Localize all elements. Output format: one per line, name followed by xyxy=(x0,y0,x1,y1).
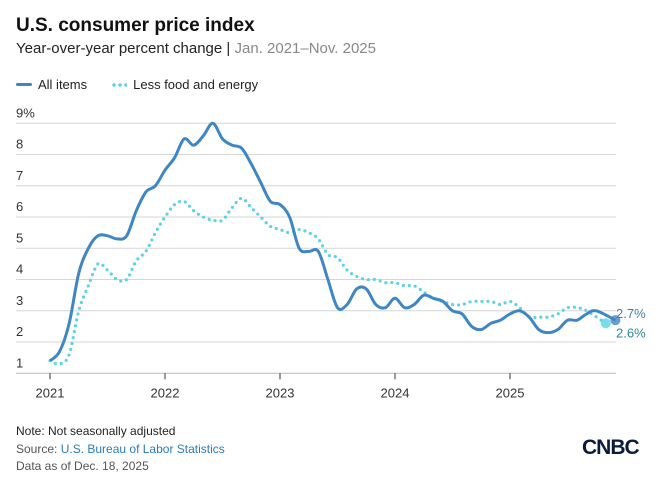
plot-area: 9% 8 7 6 5 4 3 2 1 2021 2022 2023 2024 2025 2.7% 2.6% xyxy=(16,105,646,400)
y-tick-label: 5 xyxy=(16,230,23,245)
x-tick-label: 2024 xyxy=(381,385,410,400)
subtitle-separator: | xyxy=(222,40,235,57)
subtitle-text: Year-over-year percent change xyxy=(16,40,223,57)
legend-label-core: Less food and energy xyxy=(133,77,259,92)
y-tick-label: 9% xyxy=(16,105,35,120)
y-tick-label: 7 xyxy=(16,168,23,183)
y-tick-label: 4 xyxy=(16,262,23,277)
series-line-core xyxy=(48,196,608,366)
chart-subtitle: Year-over-year percent change | Jan. 202… xyxy=(16,40,376,57)
end-label-all-items: 2.7% xyxy=(616,306,646,321)
end-label-core: 2.6% xyxy=(616,325,646,340)
x-tick-label: 2023 xyxy=(266,385,295,400)
y-tick-label: 1 xyxy=(16,355,23,370)
y-tick-label: 6 xyxy=(16,199,23,214)
chart-title: U.S. consumer price index xyxy=(16,15,255,36)
legend-swatch-core xyxy=(111,82,128,87)
legend: All items Less food and energy xyxy=(16,77,258,92)
date-range: Jan. 2021–Nov. 2025 xyxy=(234,40,376,57)
y-tick-label: 2 xyxy=(16,324,23,339)
legend-swatch-all-items xyxy=(16,83,32,86)
cnbc-logo: CNBC xyxy=(582,436,640,459)
end-point-all-items xyxy=(610,315,621,326)
data-as-of: Data as of Dec. 18, 2025 xyxy=(16,459,149,473)
y-tick-label: 8 xyxy=(16,137,23,152)
y-tick-label: 3 xyxy=(16,293,23,308)
source-link[interactable]: U.S. Bureau of Labor Statistics xyxy=(60,442,225,456)
series-line-all-items xyxy=(48,121,617,362)
source-label: Source: xyxy=(16,442,61,456)
end-point-core xyxy=(600,318,611,329)
x-tick-label: 2022 xyxy=(151,385,180,400)
legend-label-all-items: All items xyxy=(38,77,88,92)
note: Note: Not seasonally adjusted xyxy=(16,424,176,438)
x-tick-label: 2021 xyxy=(36,385,65,400)
source: Source: U.S. Bureau of Labor Statistics xyxy=(16,442,225,456)
x-tick-label: 2025 xyxy=(496,385,525,400)
